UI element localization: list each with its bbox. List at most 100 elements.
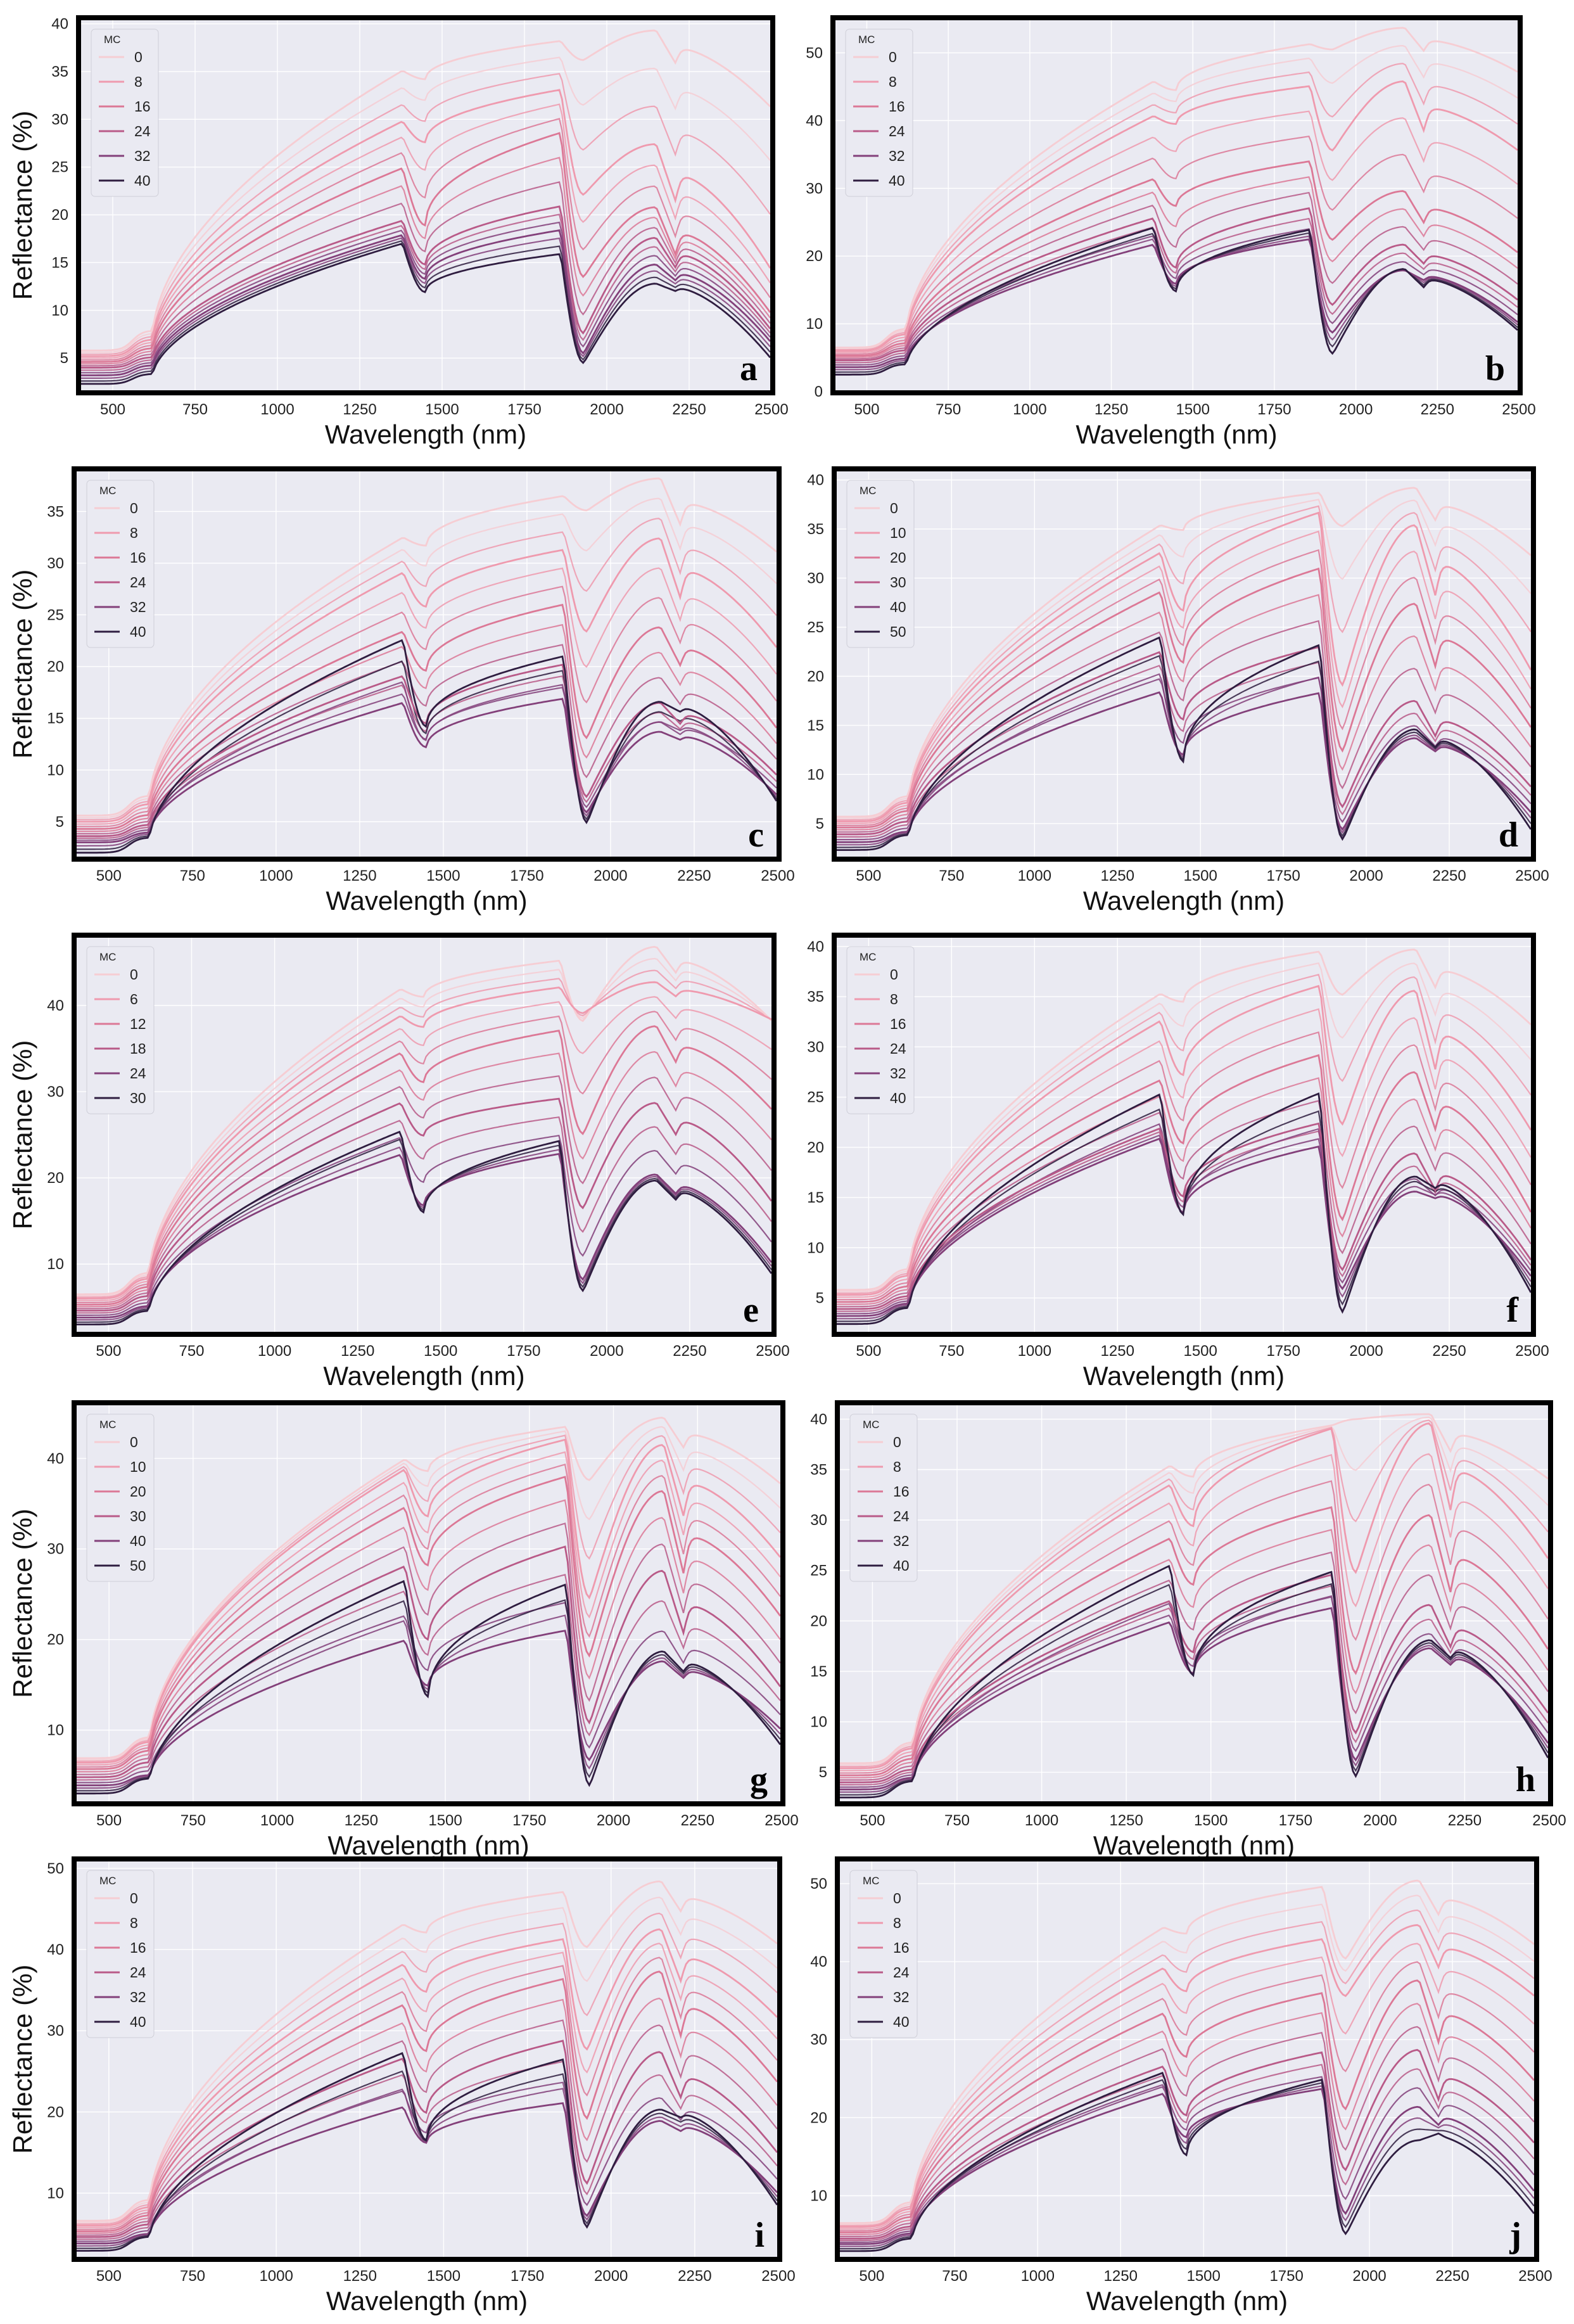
legend-entry: 30 [130,1508,146,1524]
series-group [834,27,1518,376]
series-line-intermediate [835,549,1532,827]
y-tick-label: 40 [807,471,824,488]
x-tick-label: 1000 [260,401,294,418]
x-axis-label: Wavelength (nm) [1086,2286,1288,2316]
series-line-mc-16 [75,1970,778,2233]
legend-entry: 18 [130,1040,146,1057]
y-tick-label: 20 [47,2104,64,2121]
y-tick-label: 25 [810,1562,827,1580]
series-line-mc-0 [75,945,772,1296]
legend-entry: 6 [130,991,138,1007]
legend-box [845,29,913,197]
x-tick-label: 2000 [1352,2268,1386,2285]
legend-box [86,1414,155,1582]
x-tick-label: 1000 [1018,1343,1051,1360]
legend-title: MC [99,1419,116,1431]
series-line-intermediate [80,156,771,365]
series-line-intermediate [75,644,777,835]
x-tick-label: 1750 [510,867,543,884]
y-tick-label: 10 [807,766,824,783]
series-line-intermediate [835,505,1532,821]
series-line-mc-10 [75,1438,781,1764]
x-axis-label: Wavelength (nm) [326,886,527,916]
x-tick-label: 1750 [512,1812,546,1829]
series-line-intermediate [75,1499,781,1773]
series-line-intermediate [75,681,777,847]
panel-frame [76,15,775,395]
panel-letter: g [750,1760,768,1799]
x-tick-label: 500 [96,867,122,884]
series-line-mc-18 [75,1097,773,1312]
panel-a: 500 750 1000 1250 1500 1750 2000 2250 2500 5 10 15 2… [8,15,789,449]
x-tick-label: 750 [180,2268,205,2285]
series-line-intermediate [75,957,772,1297]
panel-c: 500 750 1000 1250 1500 1750 2000 2250 2500 5 10 15 2… [8,466,795,916]
y-tick-label: 40 [810,1953,827,1970]
legend-box [86,480,155,648]
series-line-intermediate [839,1585,1549,1785]
series-line-intermediate [839,1453,1549,1772]
series-line-mc-16 [80,132,771,363]
x-tick-label: 2500 [1502,401,1535,418]
legend-entry: 16 [893,1483,910,1500]
series-line-intermediate [75,1896,778,2223]
series-line-intermediate [839,1894,1535,2225]
series-line-intermediate [839,1480,1549,1774]
x-tick-label: 1750 [1257,401,1291,418]
legend-entry: 50 [890,623,906,640]
legend-entry: 16 [130,1939,146,1956]
y-tick-label: 50 [810,1875,827,1893]
y-axis-label: Reflectance (%) [8,570,37,759]
panel-frame [832,933,1536,1337]
x-tick-label: 500 [854,401,879,418]
legend-entry: 0 [130,500,138,516]
y-tick-label: 15 [807,717,824,734]
y-tick-label: 25 [807,1089,824,1106]
x-tick-label: 500 [96,2268,122,2285]
legend-entry: 40 [889,172,905,189]
y-tick-label: 30 [47,1541,64,1558]
panel-i: 500 750 1000 1250 1500 1750 2000 2250 2500102030… [8,1856,796,2316]
y-tick-label: 10 [47,2185,64,2202]
x-axis-label: Wavelength (nm) [326,2286,528,2316]
series-line-intermediate [834,217,1518,364]
x-tick-label: 1000 [259,867,293,884]
legend-entry: 32 [130,599,146,615]
series-line-intermediate [80,103,771,359]
series-line-intermediate [835,530,1532,824]
series-line-intermediate [75,1426,781,1761]
y-axis-label: Reflectance (%) [8,1509,37,1698]
series-line-mc-0 [839,1879,1535,2225]
x-tick-label: 1500 [428,1812,462,1829]
series-line-intermediate [75,1602,781,1784]
x-tick-label: 1250 [341,1343,374,1360]
x-tick-label: 500 [856,867,881,884]
legend-entry: 0 [134,49,143,65]
series-line-mc-32 [75,2102,778,2245]
legend-entry: 30 [130,1090,146,1106]
legend-entry: 0 [130,966,138,983]
y-tick-label: 40 [47,1941,64,1958]
legend-entry: 40 [130,1533,146,1549]
series-line-intermediate [80,56,771,354]
series-line-intermediate [75,660,777,850]
legend-entry: 40 [893,1557,910,1574]
x-tick-label: 2250 [677,867,711,884]
y-tick-label: 30 [810,1512,827,1529]
y-tick-label: 10 [47,1722,64,1739]
series-line-mc-40 [835,691,1532,843]
series-line-intermediate [75,1451,781,1766]
series-line-intermediate [80,237,771,380]
y-axis-label: Reflectance (%) [8,1040,37,1230]
series-line-mc-8 [835,985,1532,1296]
x-tick-label: 1750 [507,1343,540,1360]
series-line-intermediate [75,518,777,820]
y-tick-label: 40 [806,112,823,129]
y-tick-label: 5 [56,814,64,831]
legend-entry: 24 [893,1964,910,1981]
legend-entry: 8 [130,525,138,541]
x-tick-label: 1500 [427,2268,460,2285]
x-tick-label: 1500 [426,867,460,884]
panel-letter: i [754,2216,765,2255]
series-group [80,29,771,385]
